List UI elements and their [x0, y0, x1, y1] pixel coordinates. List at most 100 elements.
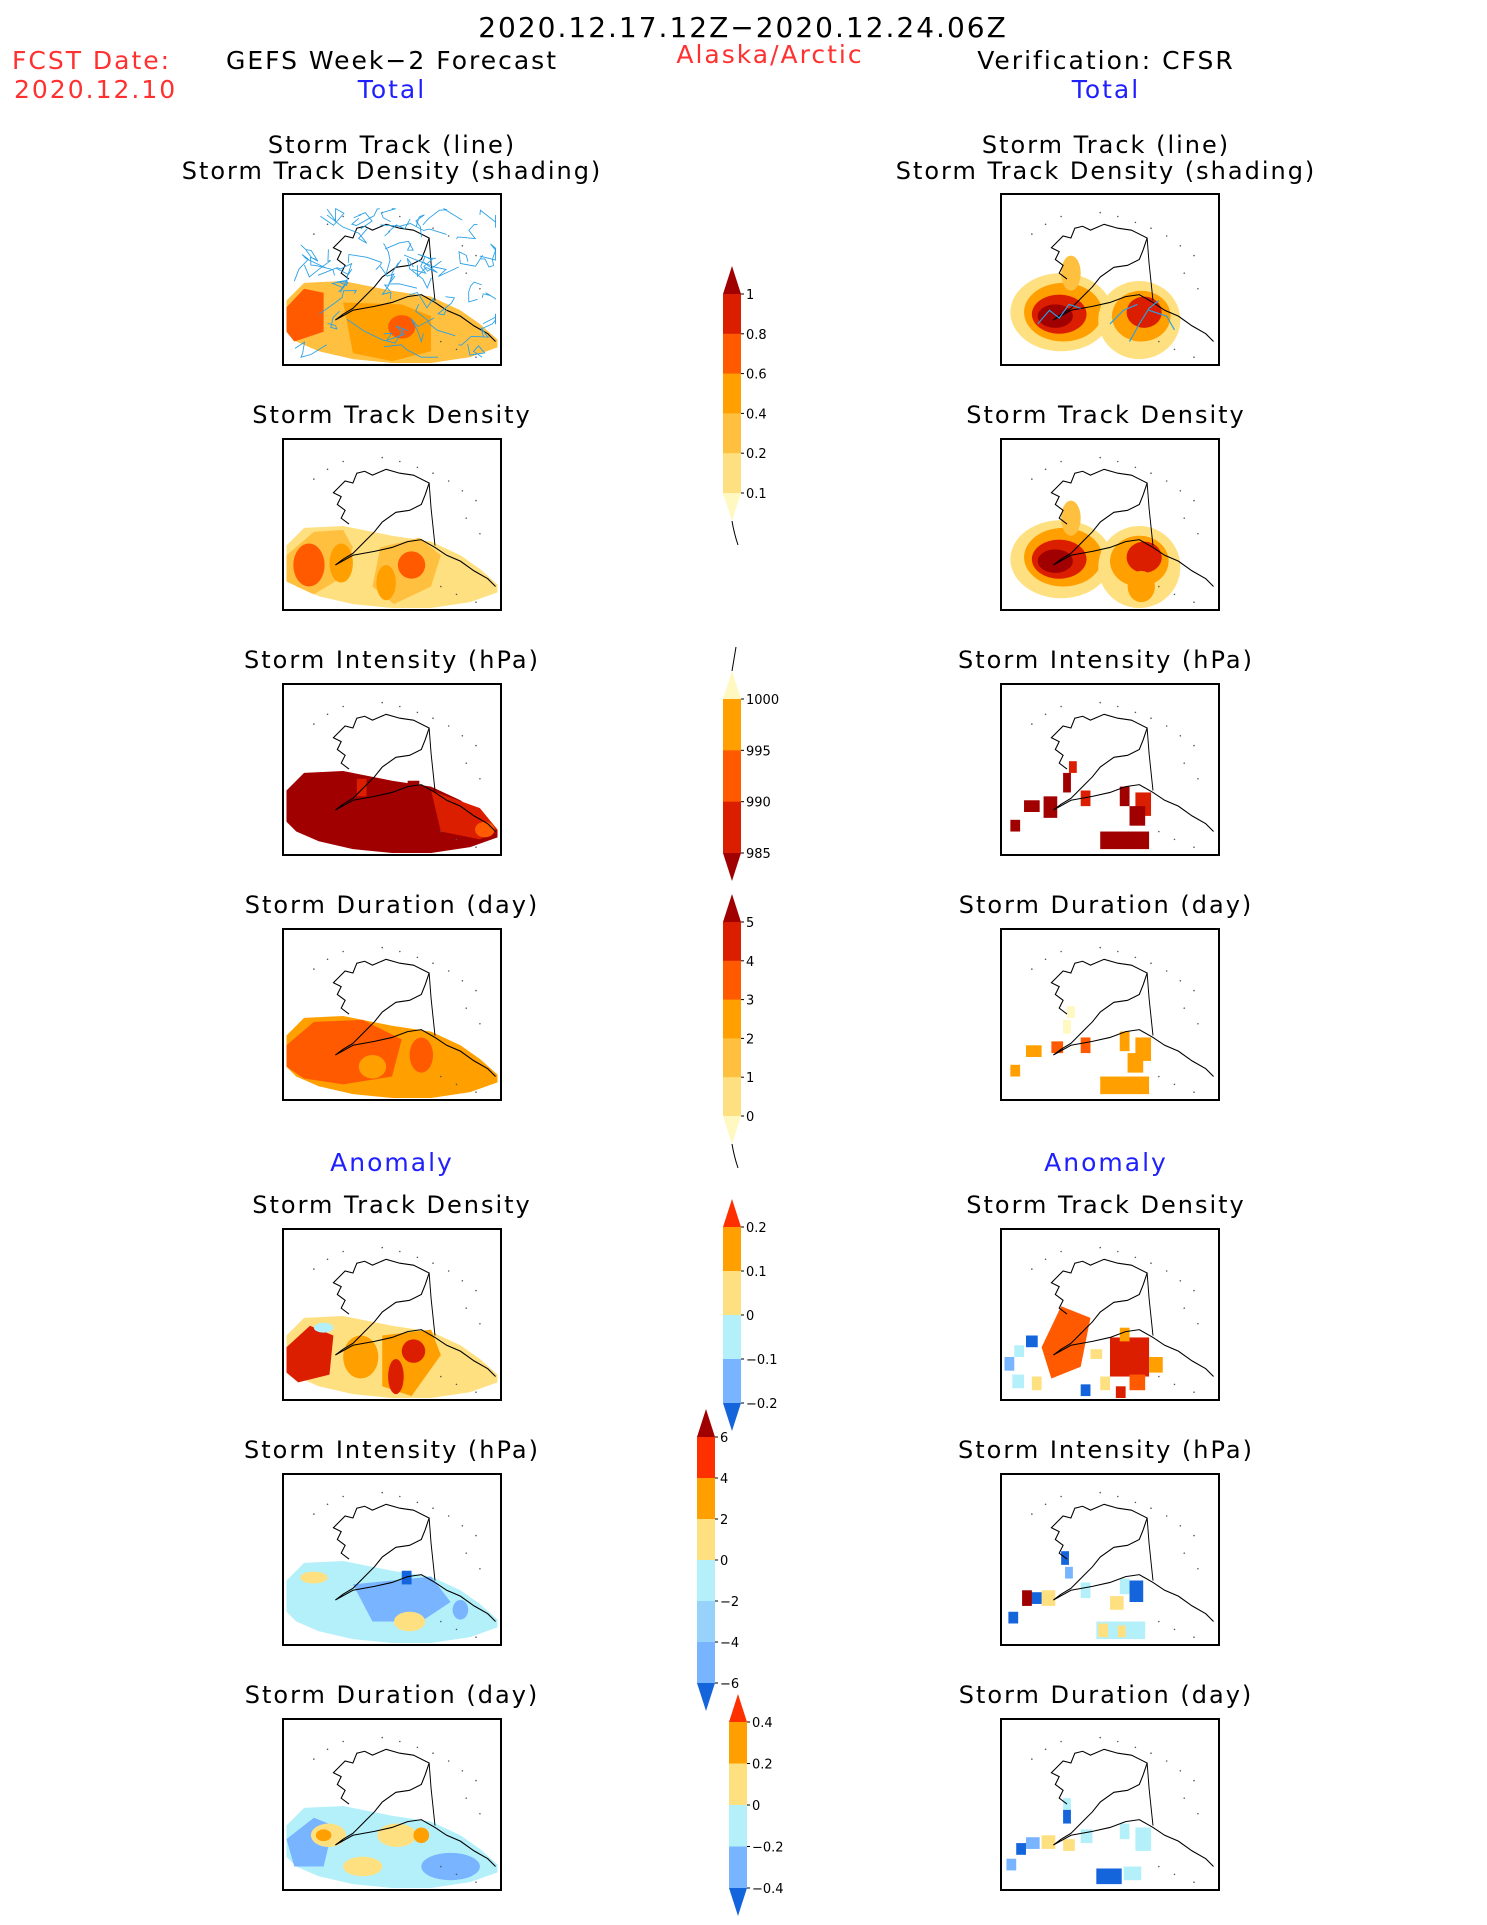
grid-dot [1197, 777, 1199, 780]
grid-dot [1165, 725, 1168, 727]
grid-dot [1031, 1268, 1033, 1270]
colorbar-segment [697, 1519, 715, 1561]
coastline [1050, 958, 1214, 1077]
grid-cell [1123, 1866, 1142, 1881]
border-line [428, 1517, 436, 1581]
map-right-anom-intensity [1000, 1473, 1220, 1646]
grid-dot [461, 1525, 464, 1527]
grid-dot [479, 1322, 481, 1325]
contour-pos [393, 1611, 426, 1632]
grid-dot [447, 1515, 450, 1517]
right-anom-duration-title: Storm Duration (day) [958, 1681, 1254, 1709]
grid-cell [1029, 1592, 1042, 1604]
colorbar-cap-bottom [723, 1116, 741, 1144]
grid-dot [399, 215, 401, 218]
contour-neg [313, 1322, 334, 1333]
grid-dot [313, 723, 315, 725]
contour-mid [376, 565, 396, 601]
grid-dot [1165, 1515, 1168, 1517]
grid-dot [313, 1513, 315, 1515]
grid-dot [440, 340, 442, 343]
contour-max [1037, 304, 1073, 328]
grid-dot [461, 245, 464, 247]
colorbar-tick-label: −0.2 [746, 1397, 778, 1412]
contour-low [1061, 255, 1081, 291]
grid-cell [1129, 1374, 1146, 1391]
storm-track-line [330, 281, 349, 293]
grid-dot [326, 958, 329, 961]
grid-dot [1044, 1258, 1047, 1261]
right-anom-intensity-title: Storm Intensity (hPa) [958, 1436, 1254, 1464]
grid-dot [381, 946, 384, 949]
grid-dot [416, 711, 419, 714]
colorbar-segment [729, 1805, 747, 1847]
grid-dot [1197, 1322, 1199, 1325]
region-label: Alaska/Arctic [676, 40, 864, 69]
left-duration-title: Storm Duration (day) [244, 891, 540, 919]
grid-dot [1165, 480, 1168, 482]
left-track-density-title: Storm Track Density [252, 401, 532, 429]
grid-cell [1096, 1868, 1122, 1885]
coastline [1050, 1503, 1214, 1622]
grid-dot [1197, 1812, 1199, 1815]
grid-dot [1183, 1797, 1186, 1799]
right-track-density-title: Storm Track Density [966, 401, 1246, 429]
grid-cell [1025, 1045, 1042, 1057]
colorbar-tail [731, 1143, 739, 1169]
border-line [1146, 1762, 1154, 1826]
colorbar-duration-anom: 0.4 0.2 0 −0.2 −0.4 [724, 1690, 804, 1920]
grid-dot [1099, 701, 1102, 704]
grid-dot [1031, 968, 1033, 970]
grid-dot [1117, 1740, 1119, 1743]
colorbar-segment [723, 1359, 741, 1404]
storm-track-line [384, 218, 411, 237]
grid-dot [1044, 223, 1047, 226]
grid-cell [1129, 806, 1146, 826]
grid-cell [1080, 1582, 1091, 1599]
grid-cell [1063, 772, 1071, 793]
grid-cell [1149, 1356, 1163, 1373]
colorbar-segment [723, 1227, 741, 1272]
grid-cell [1129, 1580, 1144, 1602]
border-line [1146, 1517, 1154, 1581]
colorbar-tick-label: 3 [746, 994, 754, 1009]
grid-cell [1119, 1823, 1130, 1840]
grid-dot [1134, 711, 1137, 714]
grid-dot [475, 1534, 477, 1537]
colorbar-tick-label: −2 [720, 1595, 739, 1610]
map-left-track-density [282, 438, 502, 611]
contour-low [475, 821, 495, 838]
coastline [332, 713, 496, 832]
grid-dot [326, 468, 329, 471]
grid-dot [1193, 1881, 1195, 1883]
grid-dot [475, 1779, 477, 1782]
colorbar-segment [723, 999, 741, 1039]
grid-dot [461, 980, 464, 982]
contour-high [286, 288, 324, 342]
colorbar-segment [723, 922, 741, 962]
grid-dot [1031, 478, 1033, 480]
contour-high [401, 1339, 426, 1363]
grid-dot [1099, 1246, 1102, 1249]
grid-cell [1117, 1625, 1126, 1638]
colorbar-tick-label: 990 [746, 796, 771, 811]
grid-dot [1060, 705, 1062, 708]
colorbar-density-total: 1 0.8 0.6 0.4 0.2 0.1 [718, 262, 798, 547]
colorbar-tick-label: 4 [720, 1472, 728, 1487]
grid-dot [1193, 356, 1195, 358]
storm-track-line [383, 325, 409, 342]
grid-cell [1135, 1827, 1152, 1851]
colorbar-tick-label: 6 [720, 1431, 728, 1446]
map-right-duration [1000, 928, 1220, 1101]
grid-dot [342, 1250, 344, 1253]
grid-dot [475, 1289, 477, 1292]
storm-track-line [458, 327, 490, 346]
grid-dot [342, 1495, 344, 1498]
storm-track-line [437, 296, 456, 316]
grid-dot [1193, 1091, 1195, 1093]
colorbar-segment [723, 801, 741, 854]
grid-cell [1110, 1337, 1150, 1377]
grid-dot [479, 287, 481, 290]
fcst-date: 2020.12.10 [14, 75, 178, 104]
